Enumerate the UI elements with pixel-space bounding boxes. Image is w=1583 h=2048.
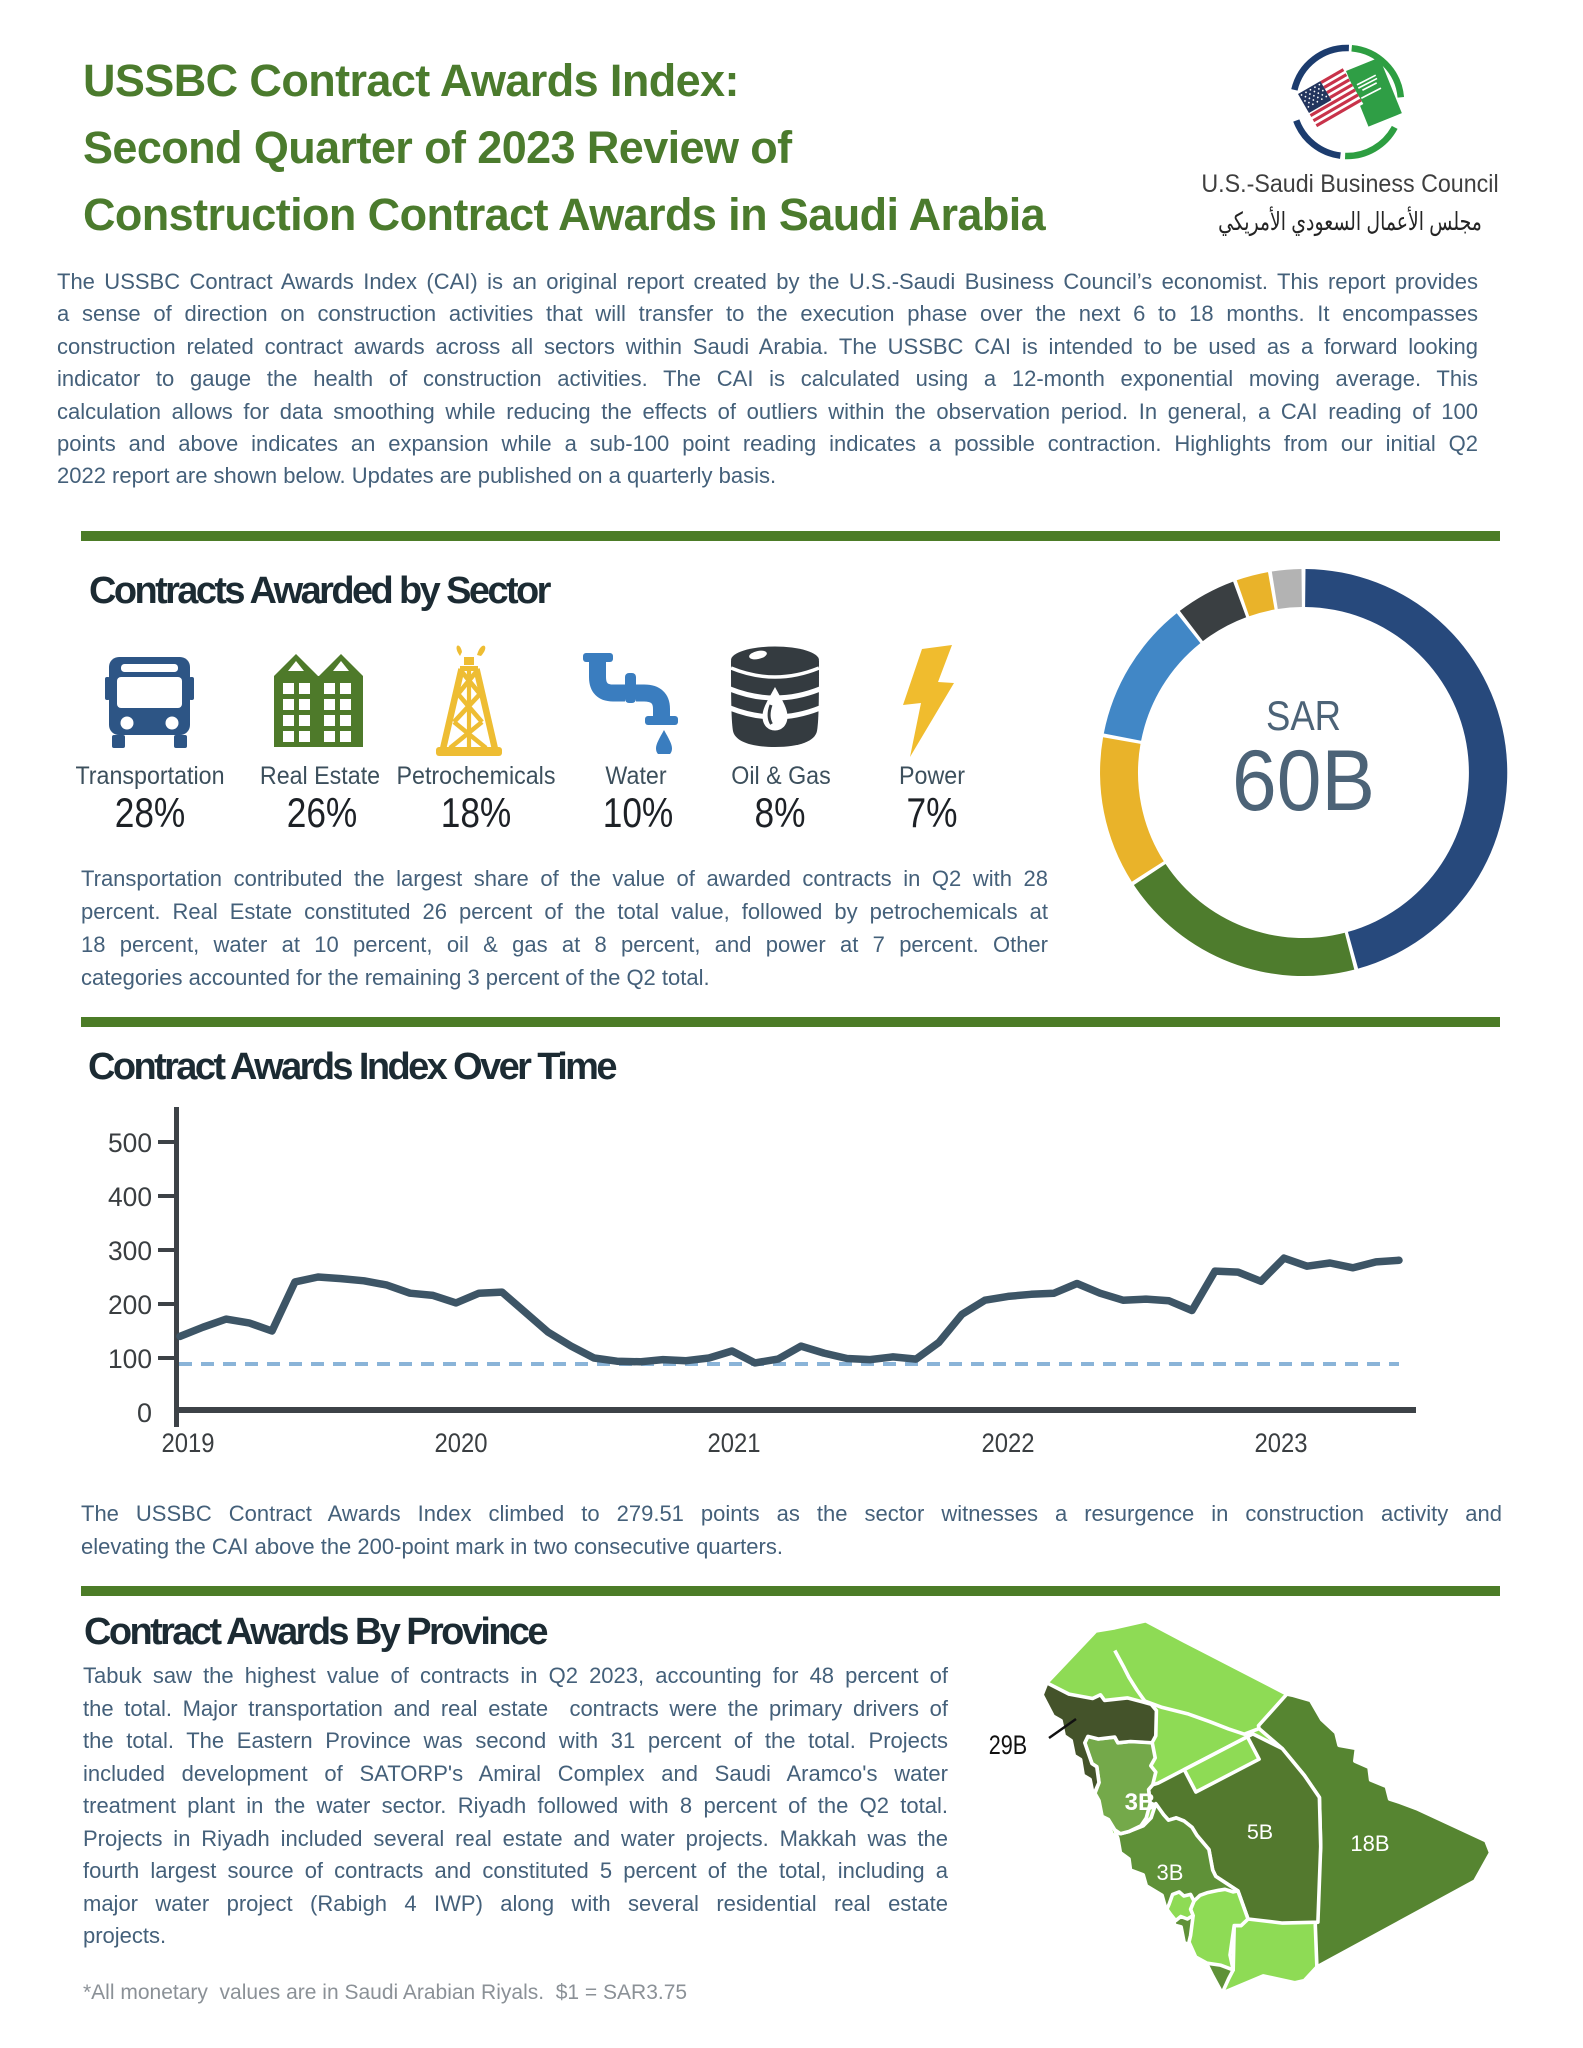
svg-text:SAR: SAR (1266, 692, 1341, 739)
svg-text:100: 100 (108, 1344, 152, 1374)
svg-text:300: 300 (108, 1236, 152, 1266)
svg-text:2021: 2021 (708, 1428, 761, 1458)
svg-text:18B: 18B (1350, 1831, 1389, 1856)
svg-text:3B: 3B (1157, 1860, 1184, 1885)
svg-text:2019: 2019 (162, 1428, 215, 1458)
svg-text:500: 500 (108, 1128, 152, 1158)
svg-text:200: 200 (108, 1290, 152, 1320)
svg-text:5B: 5B (1247, 1820, 1273, 1844)
svg-text:2023: 2023 (1255, 1428, 1308, 1458)
svg-text:3B: 3B (1125, 1789, 1156, 1816)
svg-text:0: 0 (137, 1398, 152, 1428)
svg-text:60B: 60B (1232, 733, 1375, 829)
svg-text:400: 400 (108, 1182, 152, 1212)
svg-text:2022: 2022 (982, 1428, 1035, 1458)
svg-text:2020: 2020 (435, 1428, 488, 1458)
